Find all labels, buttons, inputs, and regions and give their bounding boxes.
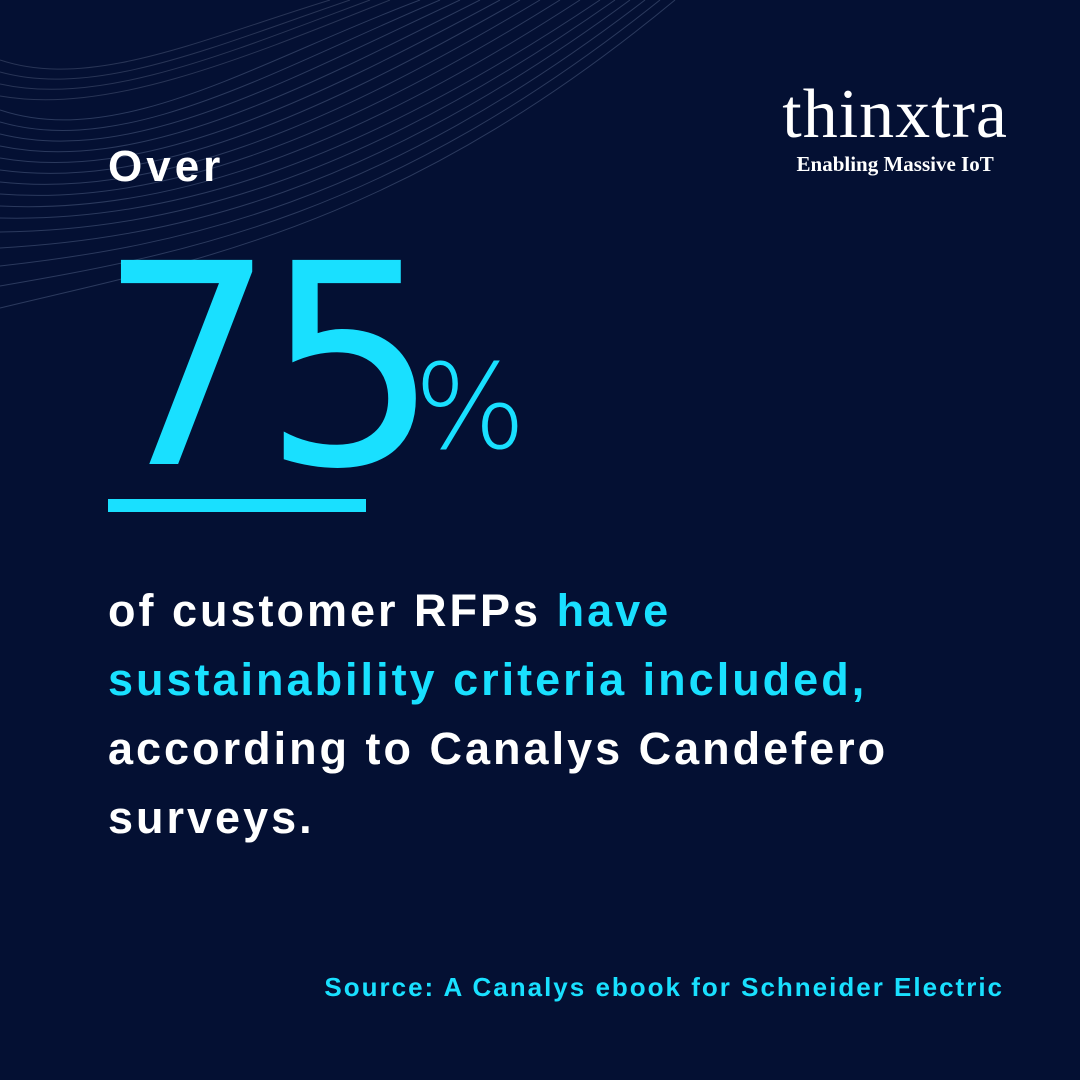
headline-percent-sign: % bbox=[414, 338, 527, 476]
statement-highlight: have sustainability criteria included, bbox=[108, 585, 868, 705]
source-citation: Source: A Canalys ebook for Schneider El… bbox=[324, 972, 1004, 1002]
logo-wordmark: thinxtra bbox=[782, 76, 1008, 153]
accent-underline bbox=[108, 499, 366, 512]
logo-tagline: Enabling Massive IoT bbox=[796, 152, 994, 176]
statement-text: of customer RFPs have sustainability cri… bbox=[108, 576, 1008, 852]
statement-part-2: according to Canalys Candefero surveys. bbox=[108, 723, 889, 843]
headline-number: 75 bbox=[98, 205, 440, 531]
thinxtra-logo: thinxtra Enabling Massive IoT bbox=[782, 80, 1008, 177]
statement-part-1: of customer RFPs bbox=[108, 585, 557, 636]
headline-lead: Over bbox=[108, 142, 225, 191]
decorative-wave-lines bbox=[0, 0, 676, 309]
